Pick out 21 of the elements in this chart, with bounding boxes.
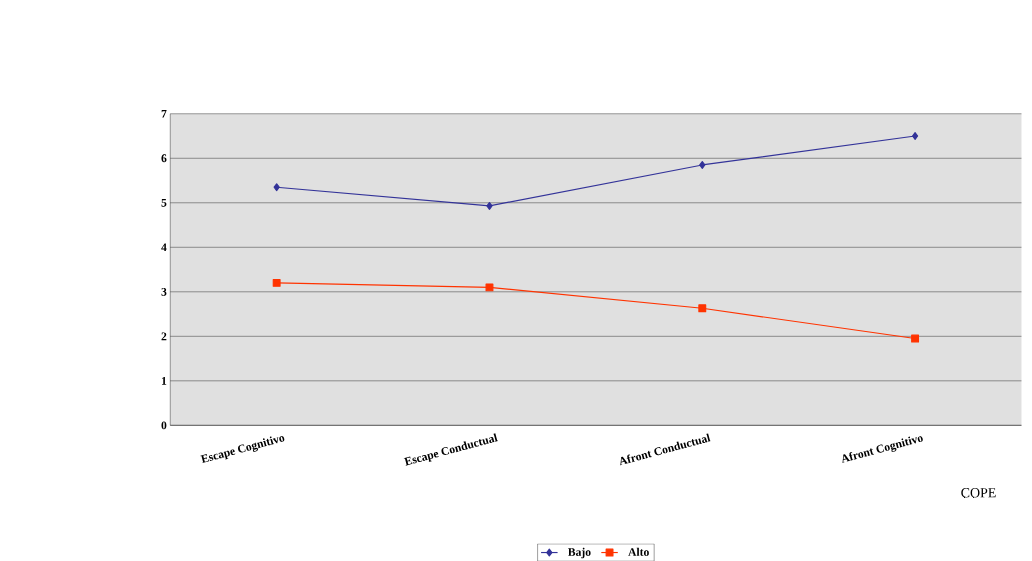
- point: [485, 283, 494, 292]
- y-tick-label: 1: [161, 376, 167, 385]
- point: [699, 160, 706, 169]
- point: [273, 183, 280, 191]
- x-tick-label: Afront Cognitivo: [842, 436, 923, 463]
- y-tick-label: 5: [161, 198, 167, 207]
- text: COPE: [961, 487, 996, 498]
- y-tick-label: 7: [161, 109, 167, 118]
- y-tick-label: 4: [161, 243, 167, 251]
- x-tick-label: Escape Cognitivo: [200, 436, 285, 463]
- point: [911, 334, 920, 343]
- legend-label: Alto: [628, 547, 649, 556]
- y-tick-label: 2: [161, 332, 167, 340]
- y-tick-label: 3: [161, 287, 167, 296]
- point: [698, 304, 707, 313]
- y-tick-label: 0: [161, 421, 167, 430]
- point: [272, 278, 281, 287]
- point: [486, 201, 493, 210]
- legend-label: Bajo: [568, 547, 591, 559]
- y-tick-label: 6: [161, 154, 167, 162]
- point: [911, 131, 919, 140]
